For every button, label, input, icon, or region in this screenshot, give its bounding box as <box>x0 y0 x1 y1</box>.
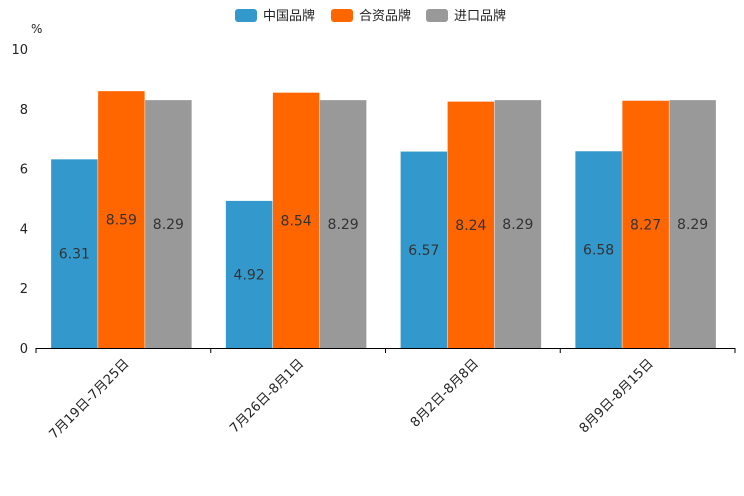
bar <box>400 151 448 348</box>
data-label: 6.58 <box>583 243 614 259</box>
legend-swatch <box>426 9 448 22</box>
data-label: 8.27 <box>630 217 661 233</box>
data-label: 6.57 <box>408 243 439 259</box>
data-label: 6.31 <box>59 247 90 263</box>
x-tick-label: 8月9日-8月15日 <box>577 356 657 436</box>
bar <box>494 100 542 348</box>
y-axis-ticks: 0 2 4 6 8 10 <box>11 43 28 357</box>
bar <box>272 92 320 349</box>
y-tick-label: 4 <box>20 222 28 237</box>
bar <box>145 100 192 348</box>
bar <box>225 200 273 348</box>
y-tick-label: 0 <box>20 342 28 357</box>
x-tick-label: 8月2日-8月8日 <box>408 356 482 430</box>
data-label: 8.54 <box>281 213 312 229</box>
x-tick-label: 7月19日-7月25日 <box>47 356 133 442</box>
bar <box>669 100 716 348</box>
data-label: 4.92 <box>234 267 265 283</box>
bar <box>319 100 367 348</box>
bar <box>98 91 145 348</box>
legend-label: 合资品牌 <box>359 8 411 24</box>
data-label: 8.24 <box>455 218 486 234</box>
data-labels: 6.31 8.59 8.29 4.92 8.54 8.29 6.57 8.24 8.29 6.58… <box>59 213 708 284</box>
legend-swatch <box>331 9 353 22</box>
data-label: 8.29 <box>153 217 184 233</box>
bar <box>575 151 622 348</box>
data-label: 8.59 <box>106 213 137 229</box>
legend: 中国品牌 合资品牌 进口品牌 <box>235 8 506 24</box>
y-tick-label: 6 <box>20 163 28 178</box>
legend-label: 中国品牌 <box>263 8 315 24</box>
legend-swatch <box>235 9 257 22</box>
data-label: 8.29 <box>502 217 533 233</box>
bar <box>51 159 98 348</box>
data-label: 8.29 <box>328 217 359 233</box>
y-tick-label: 2 <box>20 282 28 297</box>
bars <box>51 91 716 349</box>
bar <box>622 100 669 349</box>
x-axis-ticks: 7月19日-7月25日 7月26日-8月1日 8月2日-8月8日 8月9日-8月15日 <box>35 348 736 442</box>
y-axis-unit: % <box>31 22 42 36</box>
x-tick-label: 7月26日-8月1日 <box>227 356 307 436</box>
data-label: 8.29 <box>677 217 708 233</box>
y-tick-label: 10 <box>11 43 28 58</box>
bar <box>447 101 495 349</box>
legend-label: 进口品牌 <box>454 8 506 24</box>
y-tick-label: 8 <box>20 103 28 118</box>
